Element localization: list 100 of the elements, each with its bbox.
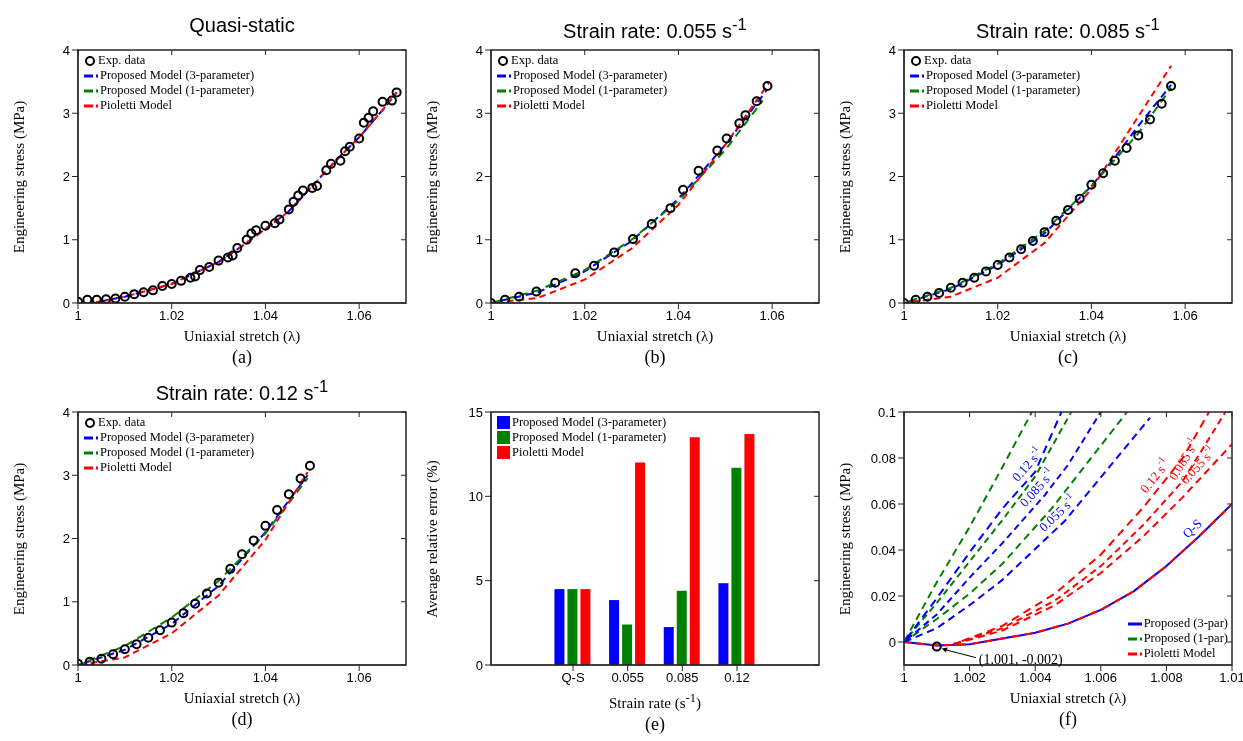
y-tick-label: 4 (62, 404, 70, 420)
legend-label: Proposed Model (3-parameter) (926, 68, 1081, 83)
x-tick-label: 0.085 (666, 670, 699, 686)
x-tick-label: Q-S (561, 670, 585, 686)
y-tick-label: 2 (62, 531, 70, 547)
legend-label: Proposed Model (1-parameter) (512, 430, 667, 445)
y-tick-label: 0.1 (877, 404, 896, 420)
y-tick-label: 0.02 (870, 588, 896, 604)
y-tick-label: 0.06 (870, 496, 896, 512)
legend-label: Proposed Model (3-parameter) (512, 415, 667, 430)
y-tick-label: 1 (62, 232, 70, 248)
x-tick-label: 0.055 (611, 670, 644, 686)
legend-label: Exp. data (98, 415, 146, 430)
x-tick-label: 1.04 (252, 308, 279, 324)
x-tick-label: 1.04 (1078, 308, 1105, 324)
x-tick-label: 1.06 (346, 308, 372, 324)
y-tick-label: 0 (475, 657, 483, 673)
legend-label: Proposed (1-par) (1143, 631, 1228, 646)
y-tick-label: 15 (468, 404, 483, 420)
legend-label: Proposed Model (3-parameter) (100, 68, 255, 83)
x-tick-label: 1.06 (1172, 308, 1198, 324)
legend-label: Proposed Model (1-parameter) (100, 83, 255, 98)
x-tick-label: 1.02 (159, 670, 185, 686)
x-tick-label: 1.008 (1150, 670, 1183, 686)
x-tick-label: 1.02 (159, 308, 185, 324)
y-tick-label: 0 (62, 295, 70, 311)
x-tick-label: 1 (900, 308, 908, 324)
x-axis-title: Strain rate (s$^{-1}$) (607, 690, 703, 713)
y-tick-label: 2 (62, 169, 70, 185)
legend-label: Pioletti Model (1143, 646, 1216, 661)
x-axis-title: Uniaxial stretch (λ) (595, 327, 715, 346)
y-tick-label: 0.04 (870, 542, 896, 558)
x-tick-label: 1 (74, 670, 82, 686)
x-axis-title: Uniaxial stretch (λ) (182, 689, 302, 708)
text: (d) (230, 708, 254, 730)
x-tick-label: 1.004 (1018, 670, 1052, 686)
chart-title: Strain rate: 0.055 s$^{-1}$ (562, 14, 748, 42)
text: (f) (1058, 708, 1078, 730)
legend-label: Exp. data (511, 53, 559, 68)
legend-label: Proposed (3-par) (1143, 616, 1228, 631)
legend-label: Exp. data (98, 53, 146, 68)
text: (e) (644, 713, 666, 735)
legend-label: Pioletti Model (513, 98, 585, 113)
x-tick-label: 1 (900, 670, 908, 686)
annotation: Q-S (1178, 515, 1205, 541)
x-tick-label: 1.006 (1084, 670, 1118, 686)
y-tick-label: 2 (888, 169, 896, 185)
chart-title: Quasi-static (188, 13, 296, 38)
legend-label: Exp. data (924, 53, 972, 68)
y-tick-label: 3 (62, 467, 70, 483)
legend-label: Proposed Model (1-parameter) (513, 83, 668, 98)
y-tick-label: 0 (475, 295, 483, 311)
y-tick-label: 4 (888, 42, 896, 58)
y-axis-title: Average relative error (%) (423, 459, 441, 618)
chart-title: Strain rate: 0.085 s$^{-1}$ (975, 14, 1161, 42)
x-axis-title: Uniaxial stretch (λ) (182, 327, 302, 346)
legend-label: Pioletti Model (100, 460, 172, 475)
y-tick-label: 4 (62, 42, 70, 58)
y-tick-label: 4 (475, 42, 483, 58)
y-tick-label: 10 (468, 488, 483, 504)
y-tick-label: 3 (62, 105, 70, 121)
y-axis-title: Engineering stress (MPa) (10, 462, 28, 615)
x-tick-label: 1.02 (985, 308, 1011, 324)
y-axis-title: Engineering stress (MPa) (423, 100, 441, 253)
y-axis-title: Engineering stress (MPa) (836, 462, 854, 615)
y-tick-label: 3 (475, 105, 483, 121)
y-tick-label: 1 (888, 232, 896, 248)
legend-label: Proposed Model (3-parameter) (100, 430, 255, 445)
x-tick-label: 1.06 (346, 670, 372, 686)
legend-label: Proposed Model (1-parameter) (926, 83, 1081, 98)
y-tick-label: 5 (475, 573, 483, 589)
x-tick-label: 1.04 (665, 308, 692, 324)
text: (a) (231, 346, 253, 368)
legend-label: Proposed Model (3-parameter) (513, 68, 668, 83)
y-tick-label: 1 (475, 232, 483, 248)
y-tick-label: 0.08 (870, 450, 896, 466)
x-tick-label: 1.02 (572, 308, 598, 324)
x-tick-label: 1 (487, 308, 495, 324)
x-tick-label: 1.04 (252, 670, 279, 686)
chart-title: Strain rate: 0.12 s$^{-1}$ (154, 376, 330, 404)
y-tick-label: 2 (475, 169, 483, 185)
legend-label: Pioletti Model (926, 98, 998, 113)
y-axis-title: Engineering stress (MPa) (10, 100, 28, 253)
text: (b) (643, 346, 667, 368)
x-axis-title: Uniaxial stretch (λ) (1008, 327, 1128, 346)
x-tick-label: 1 (74, 308, 82, 324)
annotation: (1.001, -0.002) (978, 651, 1064, 668)
y-tick-label: 1 (62, 594, 70, 610)
y-tick-label: 0 (888, 634, 896, 650)
x-tick-label: 1.06 (759, 308, 785, 324)
y-tick-label: 0 (62, 657, 70, 673)
x-axis-title: Uniaxial stretch (λ) (1008, 689, 1128, 708)
y-tick-label: 0 (888, 295, 896, 311)
y-axis-title: Engineering stress (MPa) (836, 100, 854, 253)
legend-label: Proposed Model (1-parameter) (100, 445, 255, 460)
x-tick-label: 1.002 (953, 670, 986, 686)
y-tick-label: 3 (888, 105, 896, 121)
legend-label: Pioletti Model (100, 98, 172, 113)
legend-label: Pioletti Model (512, 445, 584, 460)
text: (c) (1057, 346, 1079, 368)
